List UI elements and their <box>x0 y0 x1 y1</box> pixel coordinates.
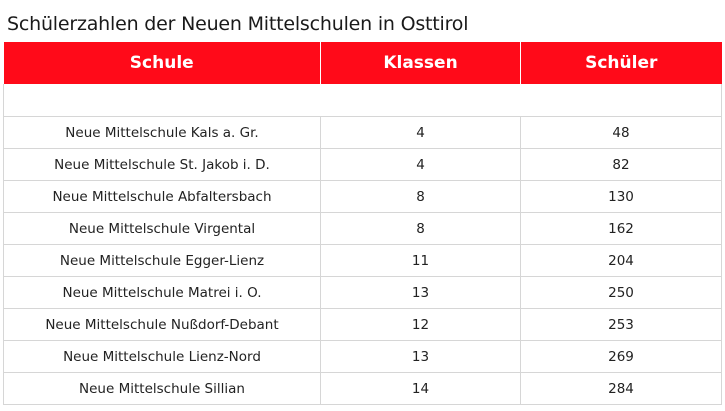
students-cell: 284 <box>520 372 722 405</box>
school-name-cell: Neue Mittelschule Nußdorf-Debant <box>3 308 321 341</box>
classes-cell: 8 <box>320 212 521 245</box>
table-body: Neue Mittelschule Kals a. Gr. 4 48 Neue … <box>3 84 722 405</box>
table-cell <box>320 84 521 117</box>
classes-cell: 4 <box>320 148 521 181</box>
table-header: Schule Klassen Schüler <box>3 42 722 84</box>
school-name-cell: Neue Mittelschule Abfaltersbach <box>3 180 321 213</box>
classes-cell: 4 <box>320 116 521 149</box>
students-cell: 48 <box>520 116 722 149</box>
page-title: Schülerzahlen der Neuen Mittelschulen in… <box>7 13 469 35</box>
classes-cell: 13 <box>320 276 521 309</box>
students-cell: 253 <box>520 308 722 341</box>
classes-cell: 13 <box>320 340 521 373</box>
table-row: Neue Mittelschule Lienz-Nord 13 269 <box>3 340 722 373</box>
column-header-schueler: Schüler <box>520 42 722 84</box>
table-row: Neue Mittelschule St. Jakob i. D. 4 82 <box>3 148 722 181</box>
students-cell: 82 <box>520 148 722 181</box>
schools-table: Schule Klassen Schüler Neue Mittelschule… <box>3 42 722 405</box>
students-cell: 250 <box>520 276 722 309</box>
table-row: Neue Mittelschule Sillian 14 284 <box>3 372 722 405</box>
school-name-cell: Neue Mittelschule Lienz-Nord <box>3 340 321 373</box>
table-row: Neue Mittelschule Egger-Lienz 11 204 <box>3 244 722 277</box>
school-name-cell: Neue Mittelschule St. Jakob i. D. <box>3 148 321 181</box>
table-cell <box>3 84 321 117</box>
students-cell: 130 <box>520 180 722 213</box>
students-cell: 269 <box>520 340 722 373</box>
table-row: Neue Mittelschule Nußdorf-Debant 12 253 <box>3 308 722 341</box>
classes-cell: 12 <box>320 308 521 341</box>
empty-row <box>3 84 722 117</box>
table-cell <box>520 84 722 117</box>
school-name-cell: Neue Mittelschule Virgental <box>3 212 321 245</box>
table-row: Neue Mittelschule Matrei i. O. 13 250 <box>3 276 722 309</box>
column-header-schule: Schule <box>3 42 321 84</box>
header-row: Schule Klassen Schüler <box>3 42 722 84</box>
school-name-cell: Neue Mittelschule Sillian <box>3 372 321 405</box>
table-row: Neue Mittelschule Kals a. Gr. 4 48 <box>3 116 722 149</box>
column-header-klassen: Klassen <box>320 42 521 84</box>
classes-cell: 8 <box>320 180 521 213</box>
classes-cell: 14 <box>320 372 521 405</box>
table-row: Neue Mittelschule Abfaltersbach 8 130 <box>3 180 722 213</box>
table-row: Neue Mittelschule Virgental 8 162 <box>3 212 722 245</box>
school-name-cell: Neue Mittelschule Kals a. Gr. <box>3 116 321 149</box>
school-name-cell: Neue Mittelschule Matrei i. O. <box>3 276 321 309</box>
classes-cell: 11 <box>320 244 521 277</box>
school-name-cell: Neue Mittelschule Egger-Lienz <box>3 244 321 277</box>
students-cell: 204 <box>520 244 722 277</box>
students-cell: 162 <box>520 212 722 245</box>
